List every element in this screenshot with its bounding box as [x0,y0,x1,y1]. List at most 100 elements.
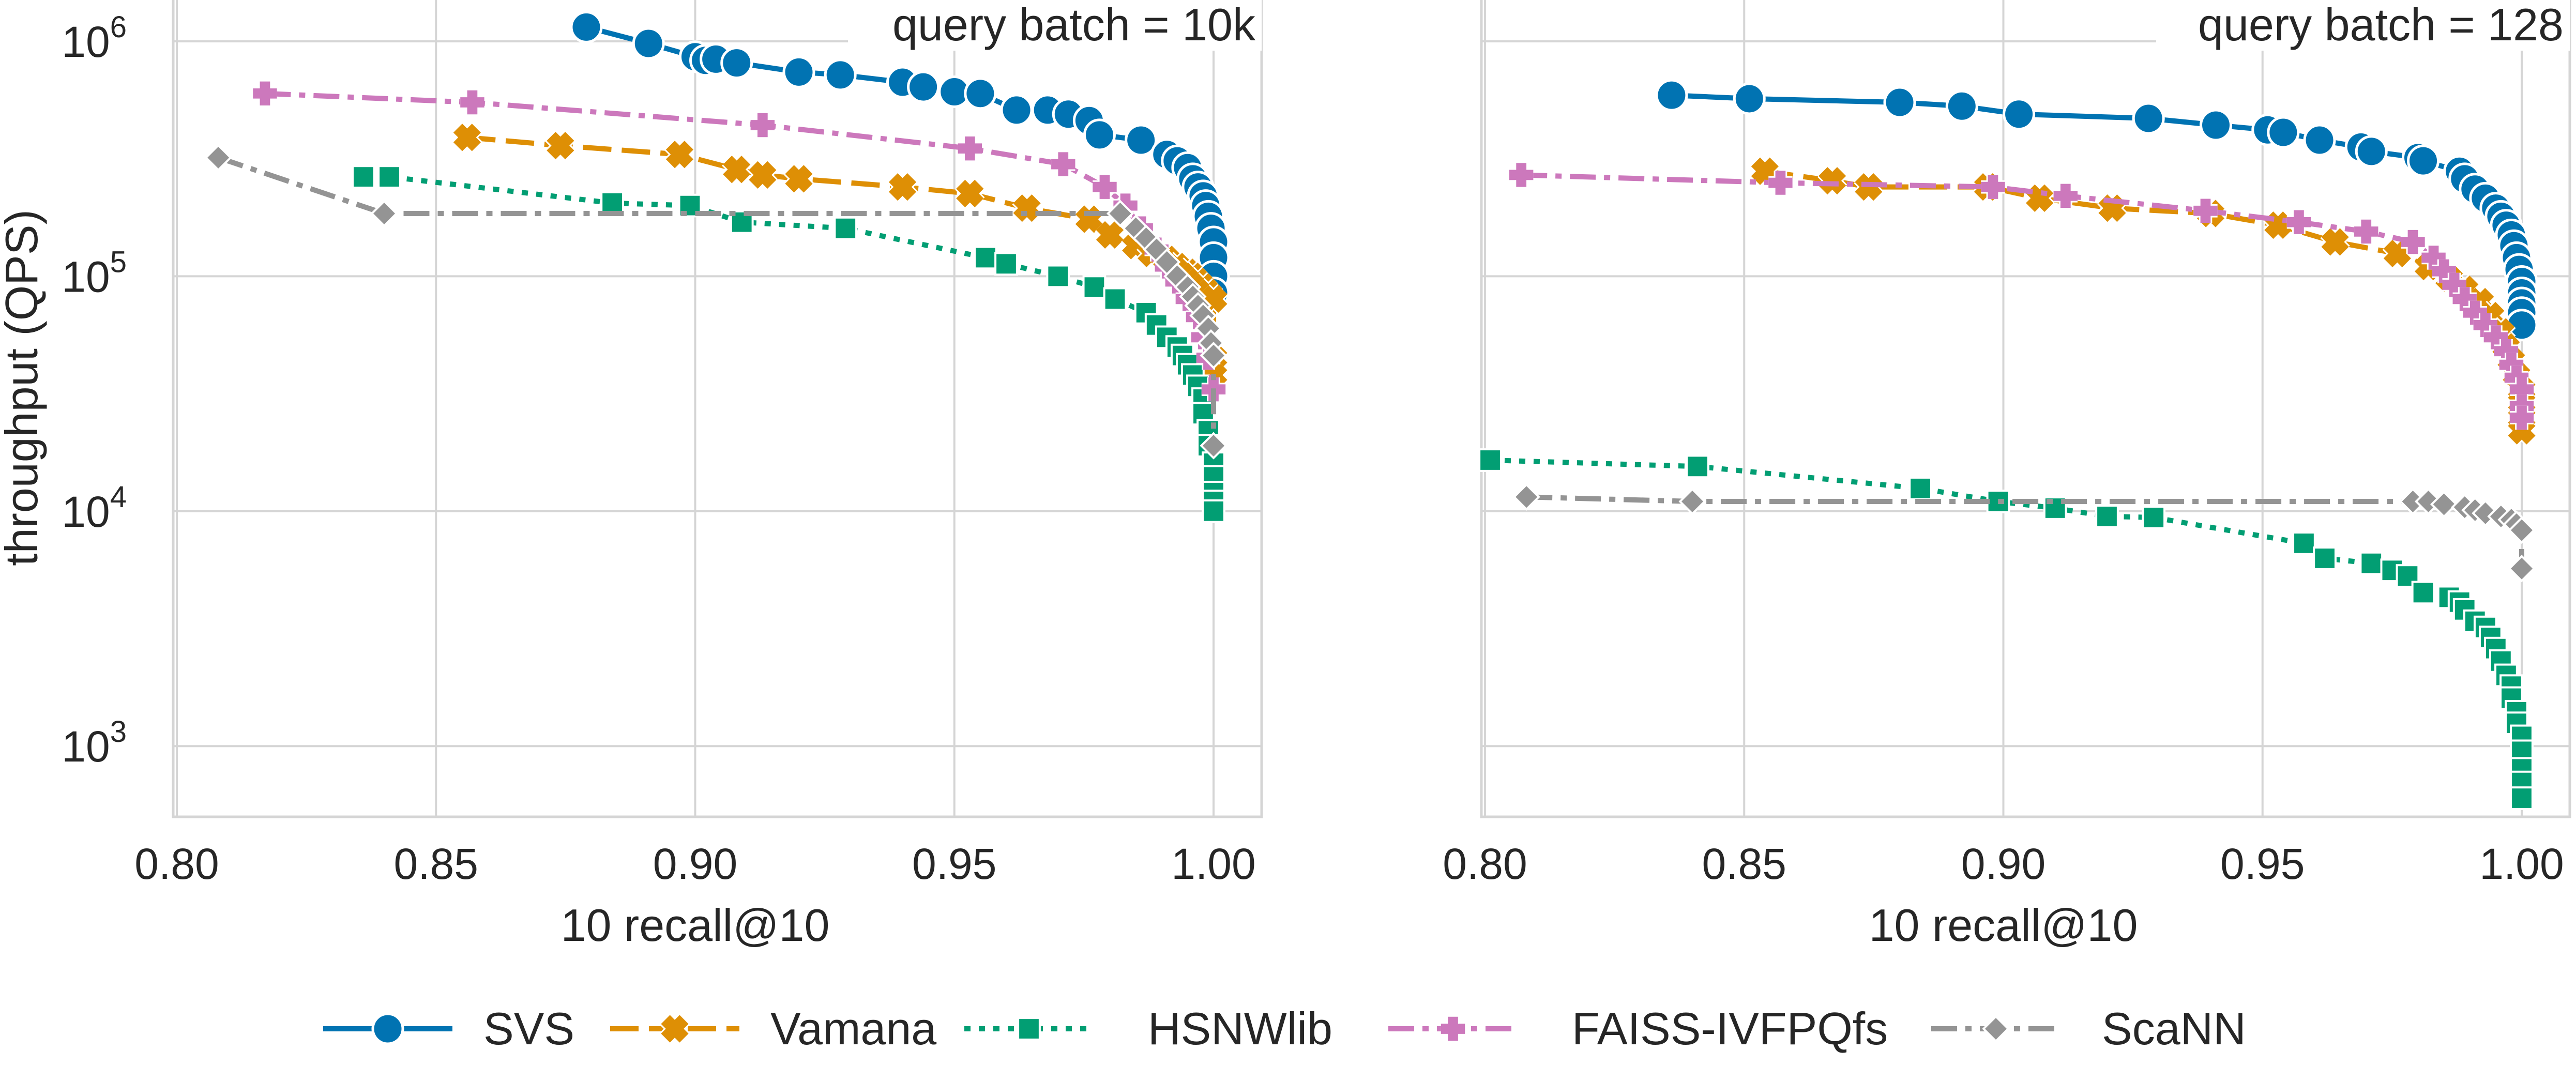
legend-entry-faiss-ivfpqfs: FAISS-IVFPQfs [1388,1003,1888,1054]
x-axis-label: 10 recall@10 [1869,900,2138,951]
series-scann [204,144,1228,460]
data-point [749,161,777,189]
data-point [632,27,665,60]
legend-label: HSNWlib [1148,1003,1332,1054]
data-point [665,141,694,169]
series-line [217,155,1216,446]
data-point [1200,432,1228,460]
data-point [956,179,984,207]
data-point [2303,124,2336,157]
data-point [2430,490,2458,519]
data-point [1883,86,1916,119]
data-point [547,132,574,160]
data-point [1000,94,1033,127]
data-point [2407,144,2440,177]
data-point [370,200,398,227]
x-tick-label: 0.85 [1702,840,1787,888]
y-tick-label: 103 [62,715,127,771]
data-point [1200,342,1228,370]
y-axis-label: throughput (QPS) [0,209,47,566]
data-point [1509,163,1534,187]
data-point [1046,264,1070,288]
series-faiss-ivfpqfs [1509,163,2534,430]
legend-marker [371,1012,404,1045]
legend-marker [661,1015,689,1043]
data-point [377,165,401,189]
series-svs [570,10,1230,309]
legend-label: Vamana [770,1003,936,1054]
y-tick-label: 106 [62,10,127,66]
panel-title: query batch = 10k [892,0,1256,50]
data-point [720,47,753,80]
title-background [2156,0,2570,51]
data-point [723,156,751,184]
series-vamana [452,123,1229,390]
data-point [2200,109,2233,142]
legend-label: SVS [483,1003,574,1054]
data-point [888,173,917,201]
legend-marker [1017,1017,1041,1041]
data-point [1819,167,1846,195]
data-point [994,252,1018,276]
data-point [750,113,775,138]
data-point [2053,184,2078,208]
data-point [1093,175,1117,199]
data-point [824,58,857,92]
data-point [2193,199,2218,223]
data-point [600,191,624,215]
series-line [1521,172,2524,418]
data-point [253,81,277,106]
x-tick-label: 0.95 [2220,840,2305,888]
data-point [1125,124,1158,157]
legend-marker [1982,1015,2010,1043]
data-point [1202,499,1225,523]
series-line [265,90,1216,390]
data-point [1981,175,2005,199]
data-point [2003,98,2036,131]
legend-label: FAISS-IVFPQfs [1572,1003,1888,1054]
x-tick-label: 0.90 [1961,840,2046,888]
x-axis-label: 10 recall@10 [561,900,830,951]
x-tick-label: 0.80 [1443,840,1527,888]
data-point [785,165,813,193]
data-point [1096,221,1124,249]
data-point [1655,79,1688,112]
data-point [2095,505,2119,528]
data-point [1686,454,1709,479]
series-scann [1512,483,2536,583]
y-tick-label: 104 [62,480,127,536]
data-point [964,77,997,110]
chart-panel-2: 0.80 0.85 0.90 0.95 1.00 10 recall@10 query ba… [1443,0,2571,951]
data-point [2411,581,2435,605]
data-point [907,70,940,103]
x-tick-label: 1.00 [2479,840,2564,888]
data-point [2355,135,2388,168]
data-point [1103,287,1127,311]
data-point [1478,448,1502,472]
series-svs [1655,79,2538,342]
x-tick-label: 0.80 [134,840,219,888]
plot-frame [172,0,1263,818]
data-point [2313,546,2337,570]
data-point [1733,82,1766,115]
x-tick-label: 1.00 [1171,840,1256,888]
series-hsnwlib [1478,448,2534,810]
data-point [974,246,997,270]
data-point [1082,275,1107,299]
data-point [2401,230,2425,254]
legend-entry-vamana: Vamana [610,1003,936,1054]
data-point [2508,555,2536,583]
data-point [2292,531,2316,555]
legend-entry-svs: SVS [323,1003,574,1054]
data-point [352,165,375,189]
data-point [2142,506,2166,529]
data-point [1051,152,1075,176]
data-point [453,124,481,151]
chart-panel-1: 0.80 0.85 0.90 0.95 1.00 103 104 105 106 10 recal… [0,0,1263,951]
data-point [1908,476,1932,500]
data-point [1512,483,1540,511]
data-point [2321,228,2349,256]
data-point [204,144,232,172]
data-point [2286,210,2311,234]
